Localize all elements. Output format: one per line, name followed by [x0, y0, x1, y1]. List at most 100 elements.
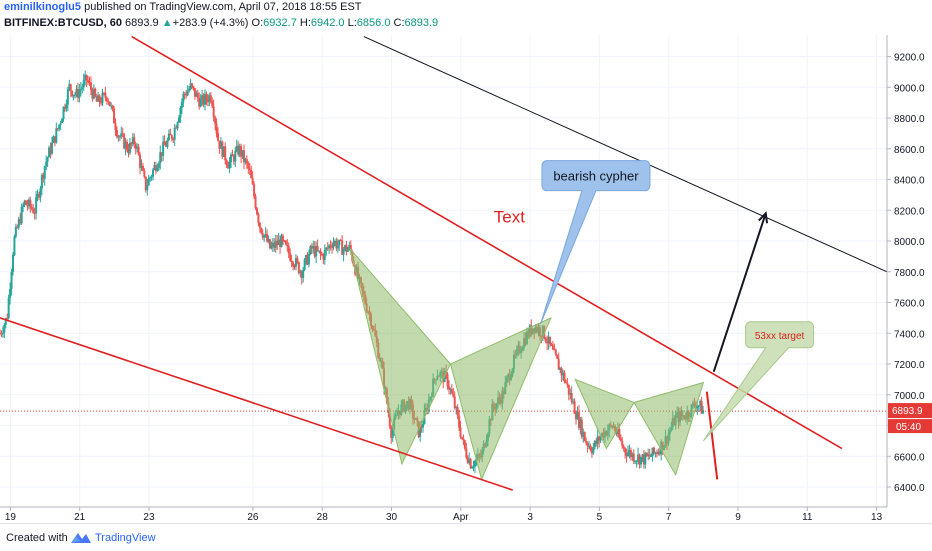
plot-area[interactable]	[0, 35, 887, 507]
candle-body	[465, 448, 468, 458]
candle-body	[165, 145, 168, 147]
candle-body	[564, 381, 567, 383]
candle-body	[89, 82, 92, 90]
candle-body	[251, 178, 254, 185]
candle-body	[306, 254, 309, 265]
candle-body	[639, 457, 642, 465]
candle-body	[95, 96, 98, 102]
candle-body	[22, 205, 25, 207]
candle-body	[87, 80, 90, 83]
up-arrow-icon: ▲	[161, 17, 173, 29]
candle-body	[133, 137, 136, 145]
candle-body	[215, 123, 218, 134]
open-value: 6932.7	[263, 17, 297, 29]
annotations[interactable]: Text bearish cypher 53xx target	[494, 160, 815, 442]
candle-body	[349, 245, 352, 252]
candle-body	[700, 400, 703, 414]
candle-body	[205, 94, 208, 100]
candle-body	[152, 169, 155, 177]
candle-body	[560, 368, 563, 376]
candle-body	[280, 235, 283, 248]
candle-body	[191, 83, 194, 87]
trend-line-black	[363, 36, 887, 273]
high-value: 6942.0	[310, 17, 345, 29]
price-badges: 6893.9 05:40	[888, 403, 932, 434]
created-with-label: Created with	[6, 532, 68, 544]
candle-body	[66, 89, 69, 105]
candle-body	[276, 241, 279, 246]
candle-body	[654, 452, 657, 454]
candle-body	[218, 140, 221, 149]
candle-body	[137, 146, 140, 155]
candle-body	[98, 95, 101, 103]
tradingview-link[interactable]: TradingView	[95, 532, 156, 544]
candle-body	[586, 443, 589, 447]
candle-body	[35, 197, 38, 214]
candle-body	[638, 454, 641, 465]
candle-body	[642, 454, 645, 465]
candle-body	[549, 336, 552, 345]
time-axis[interactable]: 19 21 23 26 28 30 Apr 3 5 7 9 11 13	[5, 507, 883, 523]
current-price-badge-label: 6893.9	[892, 406, 923, 417]
candle-body	[310, 246, 313, 249]
candle-body	[149, 177, 152, 179]
candle-body	[628, 450, 631, 453]
candle-body	[293, 266, 296, 268]
candle-body	[26, 204, 29, 207]
candle-body	[156, 167, 159, 172]
candle-body	[456, 407, 459, 416]
candle-body	[52, 136, 55, 143]
bearish-cypher-callout	[540, 160, 651, 325]
time-tick-label: 28	[317, 512, 329, 523]
candle-body	[292, 262, 295, 267]
candle-body	[453, 396, 456, 408]
candle-body	[222, 146, 225, 157]
candle-body	[258, 222, 261, 228]
candle-body	[53, 136, 56, 143]
candle-body	[24, 200, 27, 205]
symbol-label[interactable]: BITFINEX:BTCUSD, 60	[4, 17, 122, 29]
candle-body	[328, 245, 331, 249]
candle-body	[219, 141, 222, 149]
cypher-pattern-2-bcd	[633, 381, 705, 476]
candle-body	[595, 440, 598, 444]
cypher-pattern-1-xab	[349, 248, 452, 466]
candle-body	[562, 372, 565, 376]
candle-body	[455, 407, 458, 409]
candle-body	[699, 400, 702, 406]
candle-body	[29, 199, 32, 208]
candle-body	[180, 101, 183, 108]
candle-body	[170, 135, 173, 140]
candle-body	[115, 130, 118, 137]
candle-body	[271, 242, 274, 246]
candle-body	[577, 411, 580, 428]
candle-body	[107, 101, 110, 103]
candle-body	[19, 219, 22, 224]
candle-body	[235, 145, 238, 151]
candle-body	[460, 436, 463, 439]
candle-body	[7, 297, 10, 319]
candle-body	[550, 344, 553, 346]
candle-body	[126, 141, 129, 151]
candle-body	[644, 452, 647, 465]
candle-body	[332, 242, 335, 248]
candle-body	[277, 239, 280, 246]
candle-body	[114, 123, 117, 131]
tradingview-logo-icon[interactable]	[70, 530, 92, 544]
time-tick-label: 9	[735, 512, 741, 523]
candle-body	[111, 105, 114, 109]
author-link[interactable]: eminilkinoglu5	[4, 1, 82, 13]
candle-body	[619, 437, 622, 441]
price-tick-label: 7600.0	[894, 299, 925, 310]
drawings[interactable]	[0, 35, 887, 491]
candle-body	[141, 165, 144, 171]
candle-body	[346, 248, 349, 252]
candle-body	[69, 84, 72, 91]
candle-body	[221, 141, 224, 157]
candle-body	[348, 245, 351, 249]
candle-body	[46, 157, 49, 162]
candle-body	[420, 426, 423, 428]
candle-body	[473, 460, 476, 467]
candle-body	[592, 447, 595, 454]
